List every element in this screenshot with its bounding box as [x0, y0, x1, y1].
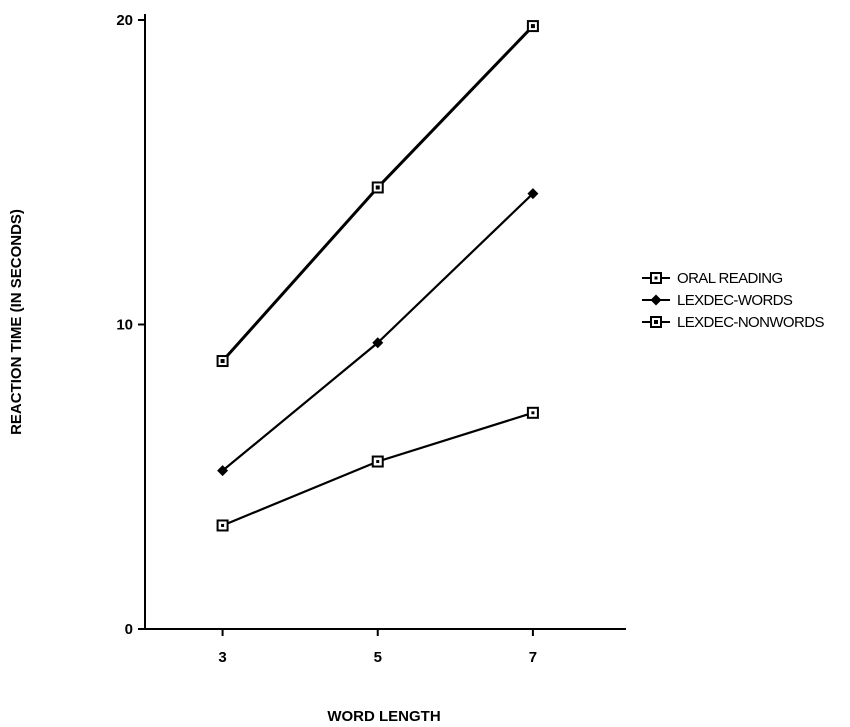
- x-tick-label: 5: [374, 649, 382, 666]
- data-point-lexdec-nonwords: [526, 20, 539, 33]
- data-point-oral-reading: [216, 519, 229, 532]
- x-tick-label: 7: [529, 649, 537, 666]
- y-tick-label: 10: [116, 317, 133, 334]
- series-points: [216, 20, 539, 532]
- series-line-oral-reading: [222, 411, 534, 527]
- legend-item-lexdec-nonwords: LEXDEC-NONWORDS: [642, 314, 825, 331]
- x-tick-label: 3: [218, 649, 226, 666]
- data-point-lexdec-nonwords: [371, 181, 384, 194]
- legend-label: LEXDEC-NONWORDS: [677, 314, 824, 331]
- series-line-lexdec-nonwords: [221, 25, 534, 363]
- data-point-oral-reading: [371, 455, 384, 468]
- legend-item-oral-reading: ORAL READING: [642, 270, 783, 287]
- y-axis-title: REACTION TIME (IN SECONDS): [8, 209, 25, 435]
- data-point-lexdec-words: [372, 337, 384, 349]
- data-point-lexdec-words: [217, 465, 229, 477]
- series-lines: [221, 25, 534, 527]
- data-point-oral-reading: [526, 406, 539, 419]
- legend: ORAL READING LEXDEC-WORDS LEXDEC-NONWORDS: [642, 270, 825, 331]
- legend-item-lexdec-words: LEXDEC-WORDS: [642, 292, 794, 309]
- legend-marker-lexdec-words: [650, 294, 662, 306]
- x-ticks: 3 5 7: [218, 629, 537, 666]
- axes: [144, 14, 626, 630]
- legend-marker-lexdec-nonwords: [650, 316, 662, 328]
- series-line-lexdec-words: [221, 192, 534, 472]
- y-tick-label: 0: [125, 621, 133, 638]
- y-tick-label: 20: [116, 12, 133, 29]
- legend-label: LEXDEC-WORDS: [677, 292, 793, 309]
- data-point-lexdec-nonwords: [216, 355, 229, 368]
- x-axis-title: WORD LENGTH: [327, 708, 440, 725]
- legend-label: ORAL READING: [677, 270, 783, 287]
- y-ticks: 0 10 20: [116, 12, 145, 638]
- legend-marker-oral-reading: [650, 272, 662, 284]
- data-point-lexdec-words: [527, 188, 539, 200]
